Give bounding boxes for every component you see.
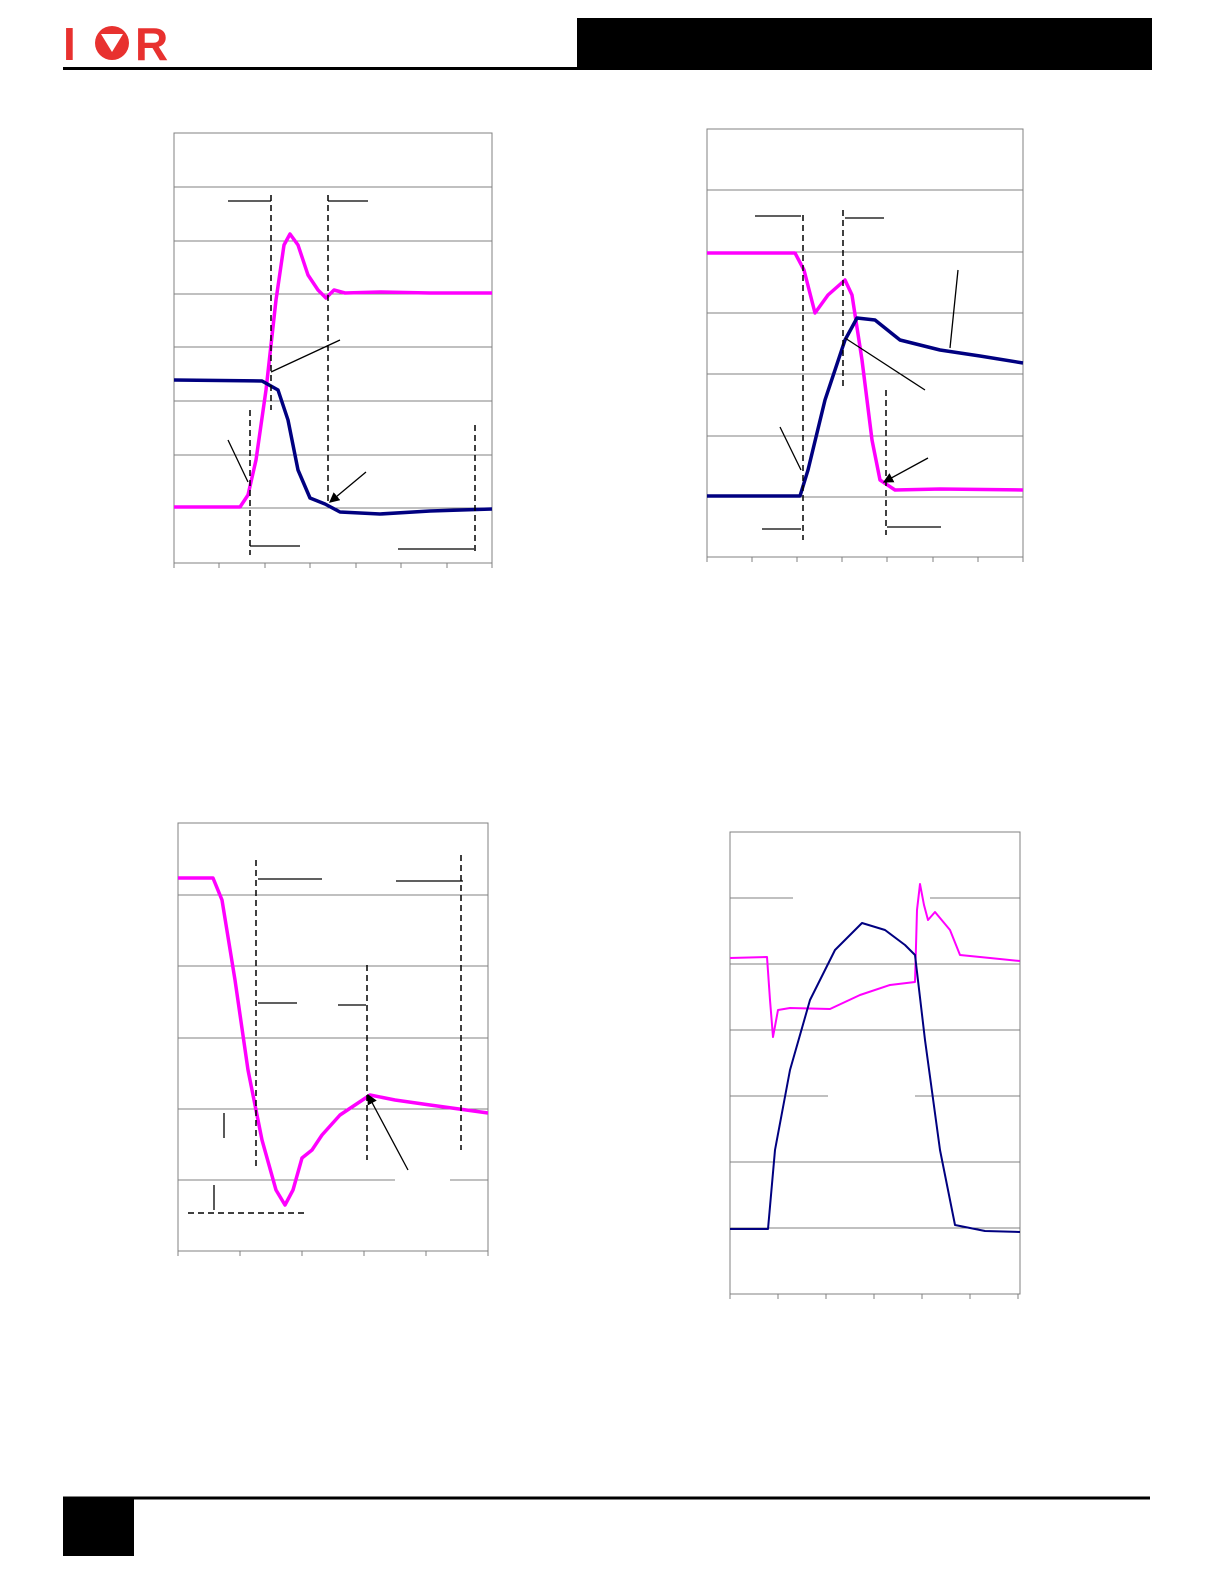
logo-right: R — [135, 18, 168, 70]
header: I R — [63, 18, 1152, 70]
footer-box — [63, 1497, 134, 1556]
logo-mark-inner — [101, 34, 123, 52]
header-bar — [577, 18, 1152, 70]
waveform-4 — [729, 831, 1021, 1299]
waveform-1 — [173, 132, 493, 568]
logo-left: I — [63, 18, 76, 70]
waveform-3 — [177, 822, 489, 1256]
waveform-2 — [706, 128, 1024, 562]
footer — [63, 1496, 1150, 1556]
